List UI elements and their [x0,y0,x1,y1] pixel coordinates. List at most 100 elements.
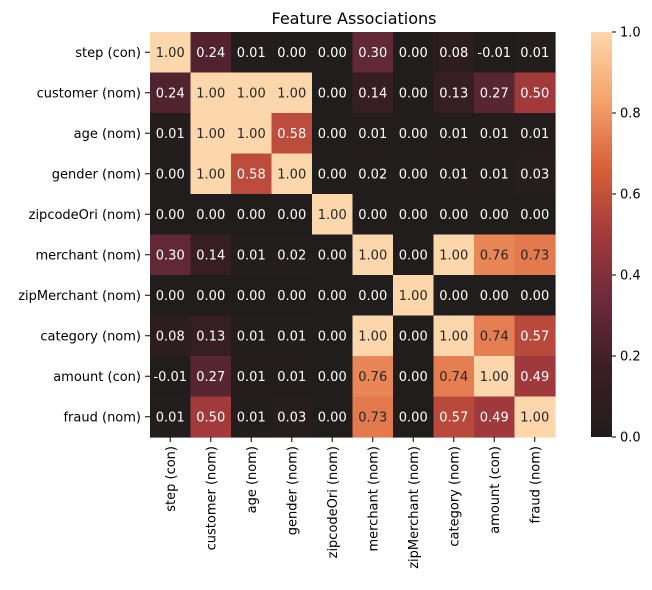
heatmap-cell [190,72,232,114]
cell-value-label: 0.00 [399,370,428,385]
cell-value-label: 1.00 [277,86,306,101]
cell-value-label: 0.00 [277,46,306,61]
column-label: amount (con) [488,446,503,534]
heatmap-cell [433,32,475,74]
heatmap-cell [312,356,354,398]
cell-value-label: 1.00 [196,127,225,142]
heatmap-cell [514,275,556,317]
cell-value-label: 0.00 [318,46,347,61]
cell-value-label: 0.74 [480,329,509,344]
cell-value-label: 0.00 [318,167,347,182]
cell-value-label: 1.00 [318,208,347,223]
cell-value-label: 0.01 [156,127,185,142]
heatmap-cell [474,275,516,317]
heatmap-cell [231,396,273,438]
heatmap-cell [393,72,435,114]
cell-value-label: 0.01 [156,410,185,425]
row-label: zipcodeOri (nom) [29,208,141,223]
cell-value-label: 0.01 [237,410,266,425]
heatmap-cell [271,356,313,398]
heatmap-cell [190,234,232,276]
column-label: zipMerchant (nom) [407,446,422,569]
cell-value-label: 0.00 [399,410,428,425]
row-label: fraud (nom) [63,410,141,425]
row-label: gender (nom) [52,167,141,182]
cell-value-label: 1.00 [237,127,266,142]
heatmap-cell [514,315,556,357]
chart-title: Feature Associations [272,9,437,28]
heatmap-cell [150,234,192,276]
heatmap-cell [433,194,475,236]
cell-value-label: 1.00 [237,86,266,101]
cell-value-label: 0.08 [156,329,185,344]
colorbar-tick-label: 0.6 [620,188,641,203]
cell-value-label: 0.01 [520,46,549,61]
colorbar-tick-label: 0.8 [620,107,641,122]
heatmap-cell [393,194,435,236]
cell-value-label: 0.02 [277,248,306,263]
heatmap-cell [474,194,516,236]
cell-value-label: 0.01 [358,127,387,142]
column-label: age (nom) [245,446,260,513]
cell-value-label: 0.01 [439,127,468,142]
heatmap-cell [352,315,394,357]
row-label: zipMerchant (nom) [18,289,141,304]
cell-value-label: 0.57 [439,410,468,425]
column-label: category (nom) [447,446,462,547]
heatmap-cell [150,72,192,114]
column-label: zipcodeOri (nom) [326,446,341,558]
heatmap-cell [433,315,475,357]
heatmap-cell [190,275,232,317]
heatmap-cell [514,153,556,195]
heatmap-cell [312,234,354,276]
cell-value-label: 0.13 [439,86,468,101]
cell-value-label: 0.76 [358,370,387,385]
heatmap-cell [271,234,313,276]
cell-value-label: 0.00 [480,289,509,304]
heatmap-cell [393,153,435,195]
cell-value-label: 0.01 [520,127,549,142]
heatmap-cell [514,32,556,74]
column-label: fraud (nom) [528,446,543,524]
heatmap-cell [312,32,354,74]
cell-value-label: 0.73 [520,248,549,263]
heatmap-cell [352,32,394,74]
heatmap-cell [190,113,232,155]
cell-value-label: 0.00 [318,410,347,425]
heatmap-cell [271,153,313,195]
row-label: age (nom) [74,127,141,142]
cell-value-label: 0.02 [358,167,387,182]
heatmap-cell [393,32,435,74]
heatmap-cell [231,153,273,195]
cell-value-label: 0.00 [318,86,347,101]
cell-value-label: 0.00 [439,289,468,304]
cell-value-label: 0.24 [196,46,225,61]
heatmap-cell [393,396,435,438]
heatmap-cell [150,356,192,398]
cell-value-label: 0.00 [277,289,306,304]
column-labels: step (con) customer (nom) age (nom) gender … [164,437,543,569]
cell-value-label: 0.57 [520,329,549,344]
colorbar-tick-label: 0.2 [620,350,641,365]
cell-value-label: 0.74 [439,370,468,385]
cell-value-label: 0.00 [358,208,387,223]
cell-value-label: 0.13 [196,329,225,344]
cell-value-label: 0.00 [237,208,266,223]
heatmap-cells: 1.00 0.24 0.01 0.00 0.00 0.30 0.00 0.08 -0.01 0.0… [150,32,556,438]
heatmap-cell [433,396,475,438]
cell-value-label: 0.03 [277,410,306,425]
cell-value-label: 0.00 [399,46,428,61]
heatmap-cell [514,396,556,438]
heatmap-cell [312,315,354,357]
heatmap-cell [352,113,394,155]
heatmap-cell [271,32,313,74]
heatmap-cell [271,113,313,155]
cell-value-label: 0.01 [237,329,266,344]
cell-value-label: 0.01 [277,370,306,385]
colorbar: 0.0 0.2 0.4 0.6 0.8 1.0 [591,26,641,446]
heatmap-cell [150,396,192,438]
heatmap-cell [352,275,394,317]
cell-value-label: 0.00 [399,248,428,263]
cell-value-label: 0.01 [277,329,306,344]
row-label: amount (con) [53,370,141,385]
